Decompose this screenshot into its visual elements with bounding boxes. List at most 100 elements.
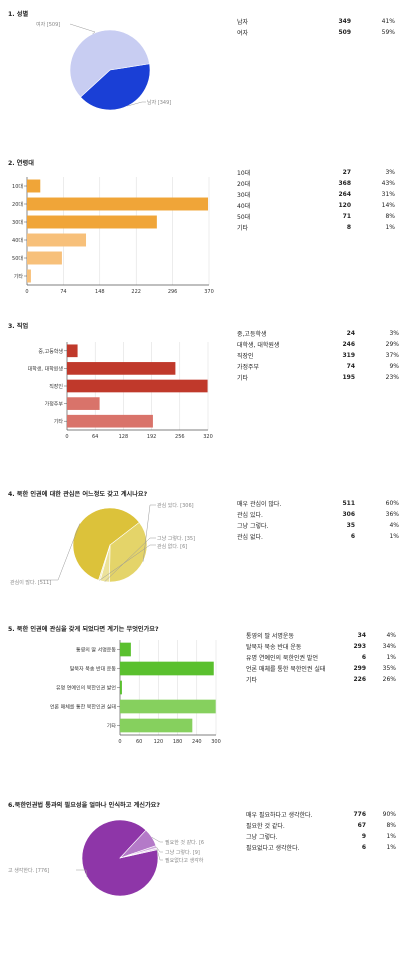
row-category: 대학생, 대학원생 bbox=[237, 342, 280, 349]
y-tick-label: 40대 bbox=[12, 237, 23, 244]
bar bbox=[67, 379, 208, 393]
slice-label: 필요없다고 생각하 bbox=[165, 857, 204, 864]
row-category: 관심 있다. bbox=[237, 512, 263, 519]
x-tick-label: 60 bbox=[136, 739, 142, 745]
leader-line bbox=[104, 537, 156, 582]
row-category: 그냥 그렇다. bbox=[246, 834, 278, 841]
x-tick-label: 300 bbox=[211, 739, 221, 745]
row-percent: 36% bbox=[385, 511, 399, 518]
x-tick-label: 0 bbox=[118, 739, 121, 745]
row-percent: 59% bbox=[381, 29, 395, 36]
row-percent: 43% bbox=[381, 180, 395, 187]
bar bbox=[120, 680, 122, 695]
leader-line bbox=[76, 869, 88, 877]
bar bbox=[67, 397, 100, 410]
pie-slice bbox=[69, 29, 150, 98]
row-percent: 35% bbox=[382, 665, 396, 672]
bar bbox=[27, 215, 157, 229]
row-count: 293 bbox=[353, 643, 366, 650]
row-count: 299 bbox=[353, 665, 366, 672]
chart-title: 4. 북한 인권에 대한 관심은 어느정도 갖고 계시나요? bbox=[8, 491, 148, 498]
row-count: 319 bbox=[342, 352, 355, 359]
table-row: 남자 349 41% bbox=[237, 16, 395, 27]
row-category: 매우 필요하다고 생각한다. bbox=[246, 812, 313, 819]
x-tick-label: 192 bbox=[147, 434, 157, 440]
y-tick-label: 가정주부 bbox=[45, 401, 64, 408]
section-age: 2. 연령대 0 74 148 222 296 370 10대 20대 30대 40대 50대 기타 … bbox=[0, 150, 413, 310]
section-law-necessity: 6.북한인권법 통과의 필요성을 얼마나 인식하고 계신가요? 고 생각한다. … bbox=[0, 780, 413, 960]
row-count: 246 bbox=[342, 341, 355, 348]
row-category: 남자 bbox=[237, 19, 249, 26]
row-count: 71 bbox=[342, 213, 351, 220]
table-row: 매우 필요하다고 생각한다. 776 90% bbox=[246, 809, 396, 820]
y-tick-label: 20대 bbox=[12, 201, 23, 208]
row-category: 중,고등학생 bbox=[237, 331, 267, 338]
row-category: 50대 bbox=[237, 214, 251, 221]
row-percent: 4% bbox=[386, 632, 396, 639]
x-tick-label: 320 bbox=[203, 434, 213, 440]
row-category: 기타 bbox=[237, 225, 249, 232]
row-percent: 1% bbox=[386, 654, 396, 661]
row-count: 67 bbox=[357, 822, 366, 829]
row-category: 여자 bbox=[237, 30, 249, 37]
leader-line bbox=[156, 846, 163, 853]
row-count: 368 bbox=[338, 180, 351, 187]
table-row: 직장인 319 37% bbox=[237, 350, 399, 361]
y-tick-label: 기타 bbox=[54, 418, 64, 425]
slice-label: 관심 있다. [306] bbox=[157, 502, 194, 509]
table-row: 가정주부 74 9% bbox=[237, 361, 399, 372]
slice-label: 그냥 그렇다. [35] bbox=[157, 535, 195, 542]
y-tick-label: 10대 bbox=[12, 183, 23, 190]
row-category: 그냥 그렇다. bbox=[237, 523, 269, 530]
bar bbox=[27, 197, 209, 211]
y-tick-label: 기타 bbox=[107, 723, 117, 730]
slice-label: 그냥 그렇다. [9] bbox=[165, 849, 200, 856]
table-row: 10대 27 3% bbox=[237, 167, 395, 178]
row-percent: 1% bbox=[389, 533, 399, 540]
row-category: 필요한 것 같다. bbox=[246, 823, 285, 830]
table-row: 탈북자 북송 반대 운동 293 34% bbox=[246, 641, 396, 652]
slice-label: 관심 없다. [6] bbox=[157, 543, 187, 550]
row-percent: 60% bbox=[385, 500, 399, 507]
motivation-table: 통영의 딸 서명운동 34 4% 탈북자 북송 반대 운동 293 34% 유명 연예인의 … bbox=[246, 630, 396, 685]
row-count: 34 bbox=[357, 632, 366, 639]
x-tick-label: 240 bbox=[192, 739, 202, 745]
y-tick-label: 통영의 딸 서명운동 bbox=[76, 647, 116, 654]
y-tick-label: 30대 bbox=[12, 219, 23, 226]
row-category: 관심 없다. bbox=[237, 534, 263, 541]
bar bbox=[67, 414, 153, 428]
slice-label: 관심이 많다. [511] bbox=[10, 579, 51, 586]
row-count: 8 bbox=[346, 224, 351, 231]
row-count: 306 bbox=[342, 511, 355, 518]
table-row: 20대 368 43% bbox=[237, 178, 395, 189]
table-row: 40대 120 14% bbox=[237, 200, 395, 211]
interest-table: 매우 관심이 많다. 511 60% 관심 있다. 306 36% 그냥 그렇다. 35 4% 관… bbox=[237, 498, 399, 542]
x-tick-label: 180 bbox=[173, 739, 183, 745]
y-tick-label: 유명 연예인의 북한인권 발언 bbox=[56, 685, 116, 692]
row-percent: 90% bbox=[382, 811, 396, 818]
table-row: 그냥 그렇다. 35 4% bbox=[237, 520, 399, 531]
row-count: 120 bbox=[338, 202, 351, 209]
slice-label: 필요한 것 같다. [6 bbox=[165, 839, 204, 846]
row-count: 24 bbox=[346, 330, 355, 337]
row-percent: 8% bbox=[385, 213, 395, 220]
x-tick-label: 0 bbox=[65, 434, 68, 440]
table-row: 관심 있다. 306 36% bbox=[237, 509, 399, 520]
table-row: 기타 8 1% bbox=[237, 222, 395, 233]
row-category: 필요없다고 생각한다. bbox=[246, 845, 300, 852]
row-percent: 9% bbox=[389, 363, 399, 370]
row-category: 20대 bbox=[237, 181, 251, 188]
row-count: 264 bbox=[338, 191, 351, 198]
pie-slice bbox=[72, 507, 140, 581]
bar bbox=[67, 362, 176, 375]
slice-label: 남자 [349] bbox=[147, 99, 171, 106]
x-tick-label: 370 bbox=[204, 289, 214, 295]
table-row: 그냥 그렇다. 9 1% bbox=[246, 831, 396, 842]
row-percent: 14% bbox=[381, 202, 395, 209]
leader-line bbox=[69, 23, 96, 35]
leader-line bbox=[99, 544, 156, 581]
x-tick-label: 148 bbox=[95, 289, 105, 295]
table-row: 대학생, 대학원생 246 29% bbox=[237, 339, 399, 350]
row-count: 35 bbox=[346, 522, 355, 529]
section-motivation: 5. 북한 인권에 관심을 갖게 되었다면 계기는 무엇인가요? 0 60 120 1… bbox=[0, 610, 413, 780]
